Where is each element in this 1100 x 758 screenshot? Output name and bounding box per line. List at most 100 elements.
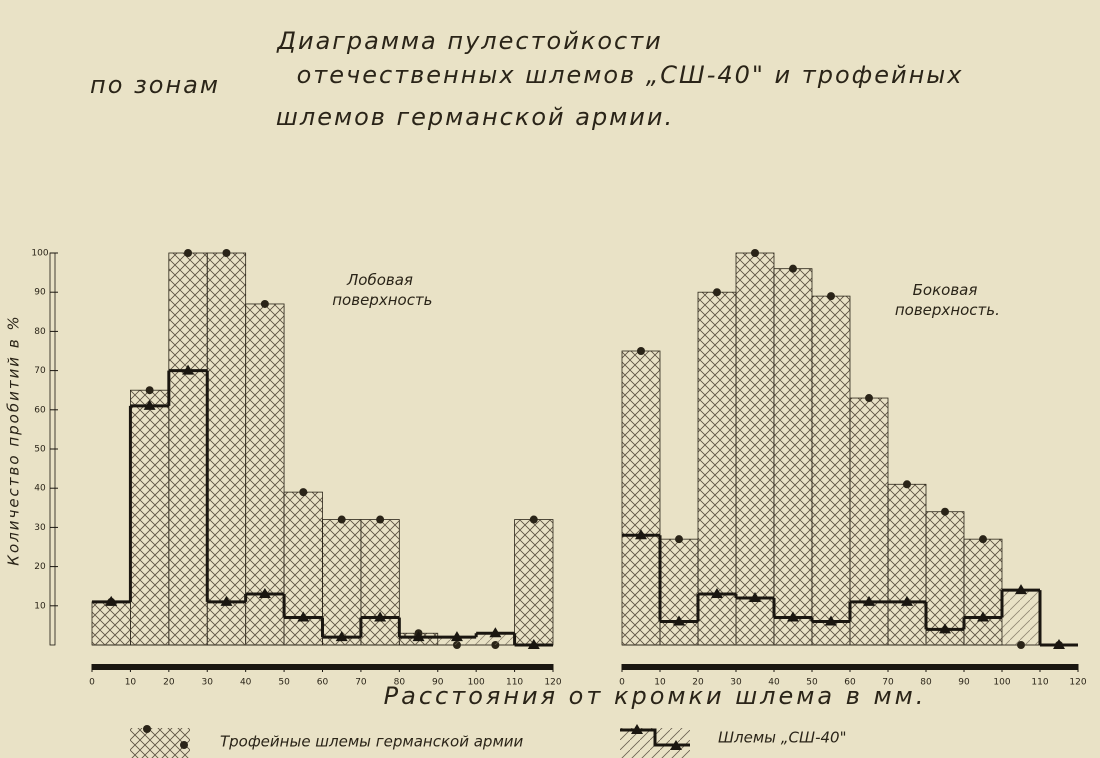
area-fill [888,601,926,645]
area-fill [92,601,131,645]
bar [811,295,851,646]
point-marker [258,588,271,599]
point-marker [412,631,425,642]
x-tick-label: 100 [468,678,485,688]
x-tick-label: 80 [920,678,932,688]
area-fill [660,621,698,645]
area-fill [245,594,285,645]
point-marker [450,631,463,642]
area-fill [812,621,850,645]
point-marker [529,515,538,524]
point-marker [901,595,913,606]
point-marker [979,535,987,544]
point-marker [182,364,195,375]
point-marker [527,639,540,649]
x-tick-label: 100 [993,678,1010,688]
point-marker [977,611,989,622]
point-marker [711,588,723,599]
point-marker [374,611,387,622]
point-marker [143,399,156,410]
y-tick-label: 40 [34,484,46,494]
area-fill [964,617,1002,645]
bar [773,268,813,646]
title-line: отечественных шлемов „СШ-40" и трофейных [297,61,964,89]
area-fill [130,405,169,645]
x-tick-label: 120 [544,678,561,688]
x-tick-label: 50 [806,678,818,688]
point-marker [220,595,233,606]
x-tick-label: 70 [355,678,367,688]
y-tick-label: 20 [34,562,46,572]
x-tick-label: 40 [768,678,780,688]
area-fill [850,601,888,645]
y-tick-label: 60 [34,405,46,415]
area-fill [284,617,323,645]
point-marker [297,611,310,622]
x-tick-label: 0 [89,678,95,688]
point-marker [713,288,721,297]
y-tick-label: 70 [34,366,46,376]
point-marker [222,249,231,257]
point-marker [827,292,835,301]
point-marker [489,627,502,638]
area-fill [1002,590,1040,645]
x-tick-label: 120 [1069,678,1086,688]
area-fill [926,629,964,645]
point-marker [939,623,951,634]
bar [735,252,775,646]
point-marker [299,488,308,497]
x-axis-label: Расстояния от кромки шлема в мм. [384,682,927,710]
legend-marker [143,725,151,733]
x-tick-label: 80 [394,678,406,688]
x-tick-label: 70 [882,678,894,688]
area-fill [360,617,400,645]
title-line: по зонам [90,71,220,99]
x-tick-label: 10 [654,678,666,688]
x-tick-label: 20 [692,678,704,688]
area-fill [207,601,246,645]
point-marker [789,264,797,273]
x-tick-label: 40 [240,678,252,688]
x-tick-label: 60 [844,678,856,688]
y-axis-label: Количество пробитий в % [5,314,23,565]
y-tick-label: 30 [34,523,46,533]
point-marker [337,515,346,524]
point-marker [863,595,875,606]
bar [697,291,737,646]
point-marker [145,386,154,395]
x-tick-label: 90 [958,678,970,688]
point-marker [1053,639,1065,649]
point-marker [637,347,645,355]
area-fill [168,370,208,645]
x-tick-label: 20 [163,678,175,688]
y-tick-label: 80 [34,327,46,337]
area-fill [698,594,736,645]
bar [206,252,247,646]
y-tick-label: 90 [34,288,46,298]
x-tick-label: 110 [506,678,523,688]
point-marker [749,591,761,602]
legend-marker [631,724,682,750]
y-tick-label: 10 [34,601,46,611]
legend-swatch [130,728,190,758]
point-marker [673,615,685,626]
point-marker [825,615,837,626]
x-tick-label: 50 [278,678,290,688]
panel-title: Боковая поверхность. [890,281,1000,319]
x-tick-label: 10 [125,678,137,688]
point-marker [184,249,193,257]
point-marker [105,595,118,606]
x-tick-label: 60 [317,678,329,688]
point-marker [260,299,269,308]
bar [514,519,554,646]
x-tick-label: 30 [730,678,742,688]
area-fill [622,535,660,645]
point-marker [376,515,385,524]
area-fill [736,597,774,645]
y-tick-label: 50 [34,445,46,455]
legend-label: Шлемы „СШ-40" [718,729,846,747]
y-tick-label: 100 [31,249,48,259]
x-tick-label: 0 [619,678,625,688]
title-line: Диаграмма пулестойкости [276,27,663,55]
